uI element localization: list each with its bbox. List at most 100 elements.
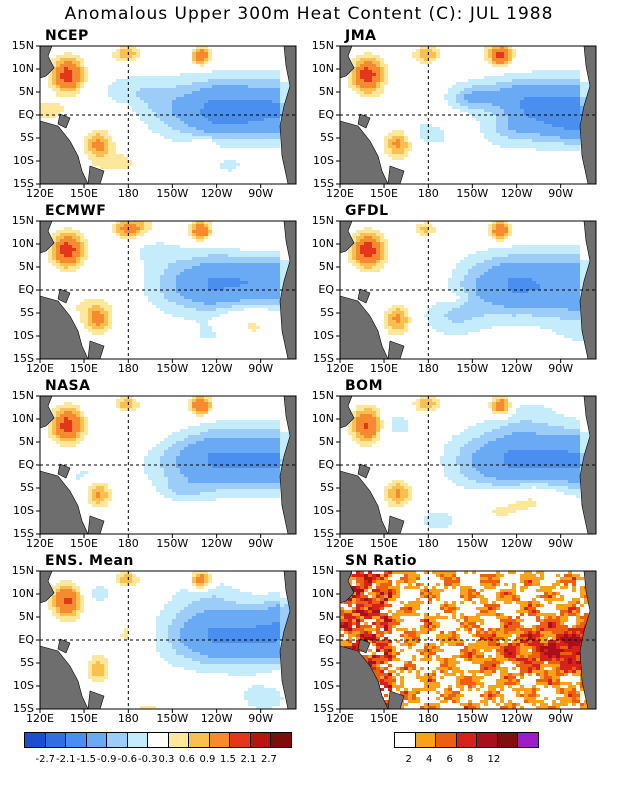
heatmap-cell xyxy=(96,326,100,329)
heatmap-cell xyxy=(232,82,236,85)
heatmap-cell xyxy=(400,154,404,157)
heatmap-cell xyxy=(268,109,272,112)
heatmap-cell xyxy=(216,257,220,260)
heatmap-cell xyxy=(72,55,76,58)
heatmap-cell xyxy=(212,290,216,293)
heatmap-cell xyxy=(468,263,472,266)
x-tick-label: 150W xyxy=(156,187,189,200)
heatmap-cell xyxy=(360,91,364,94)
heatmap-cell xyxy=(200,254,204,257)
heatmap-cell xyxy=(228,293,232,296)
heatmap-cell xyxy=(496,314,500,317)
heatmap-cell xyxy=(176,293,180,296)
heatmap-cell xyxy=(208,263,212,266)
heatmap-cell xyxy=(200,97,204,100)
heatmap-cell xyxy=(144,275,148,278)
heatmap-cell xyxy=(196,239,200,242)
heatmap-cell xyxy=(180,287,184,290)
heatmap-cell xyxy=(548,124,552,127)
heatmap-cell xyxy=(576,257,580,260)
heatmap-cell xyxy=(572,323,576,326)
heatmap-cell xyxy=(96,157,100,160)
heatmap-cell xyxy=(200,233,204,236)
heatmap-cell xyxy=(404,136,408,139)
heatmap-cell xyxy=(544,88,548,91)
heatmap-cell xyxy=(476,109,480,112)
heatmap-cell xyxy=(116,163,120,166)
heatmap-cell xyxy=(540,91,544,94)
heatmap-cell xyxy=(212,314,216,317)
heatmap-cell xyxy=(536,281,540,284)
heatmap-cell xyxy=(400,142,404,145)
heatmap-cell xyxy=(176,79,180,82)
heatmap-cell xyxy=(468,299,472,302)
heatmap-cell xyxy=(204,224,208,227)
heatmap-cell xyxy=(108,160,112,163)
heatmap-cell xyxy=(236,76,240,79)
heatmap-cell xyxy=(276,284,280,287)
heatmap-cell xyxy=(508,133,512,136)
heatmap-cell xyxy=(268,88,272,91)
heatmap-cell xyxy=(252,88,256,91)
heatmap-cell xyxy=(184,91,188,94)
heatmap-cell xyxy=(476,91,480,94)
heatmap-cell xyxy=(540,118,544,121)
heatmap-cell xyxy=(460,299,464,302)
heatmap-cell xyxy=(164,82,168,85)
heatmap-cell xyxy=(236,130,240,133)
heatmap-cell xyxy=(380,85,384,88)
heatmap-cell xyxy=(60,85,64,88)
heatmap-cell xyxy=(120,163,124,166)
heatmap-cell xyxy=(500,233,504,236)
heatmap-cell xyxy=(264,136,268,139)
heatmap-cell xyxy=(440,302,444,305)
heatmap-cell xyxy=(248,106,252,109)
heatmap-cell xyxy=(220,88,224,91)
heatmap-cell xyxy=(156,293,160,296)
heatmap-cell xyxy=(396,329,400,332)
heatmap-cell xyxy=(132,227,136,230)
heatmap-cell xyxy=(500,127,504,130)
heatmap-cell xyxy=(188,224,192,227)
heatmap-cell xyxy=(488,326,492,329)
heatmap-cell xyxy=(280,263,284,266)
heatmap-cell xyxy=(388,151,392,154)
heatmap-cell xyxy=(64,254,68,257)
heatmap-cell xyxy=(116,160,120,163)
heatmap-cell xyxy=(180,266,184,269)
heatmap-cell xyxy=(540,139,544,142)
heatmap-cell xyxy=(424,233,428,236)
heatmap-cell xyxy=(56,58,60,61)
heatmap-cell xyxy=(564,263,568,266)
heatmap-cell xyxy=(560,97,564,100)
heatmap-cell xyxy=(504,224,508,227)
heatmap-cell xyxy=(568,311,572,314)
heatmap-cell xyxy=(208,335,212,338)
heatmap-cell xyxy=(156,79,160,82)
heatmap-cell xyxy=(84,314,88,317)
heatmap-cell xyxy=(192,79,196,82)
heatmap-cell xyxy=(236,248,240,251)
heatmap-cell xyxy=(472,254,476,257)
heatmap-cell xyxy=(560,112,564,115)
heatmap-cell xyxy=(204,52,208,55)
heatmap-cell xyxy=(416,49,420,52)
heatmap-cell xyxy=(432,311,436,314)
heatmap-cell xyxy=(160,263,164,266)
heatmap-cell xyxy=(176,130,180,133)
heatmap-cell xyxy=(536,82,540,85)
heatmap-cell xyxy=(528,145,532,148)
heatmap-cell xyxy=(252,70,256,73)
heatmap-cell xyxy=(460,266,464,269)
heatmap-cell xyxy=(508,46,512,49)
heatmap-cell xyxy=(220,142,224,145)
heatmap-cell xyxy=(224,142,228,145)
heatmap-cell xyxy=(252,76,256,79)
heatmap-cell xyxy=(72,58,76,61)
heatmap-cell xyxy=(212,94,216,97)
heatmap-cell xyxy=(436,302,440,305)
heatmap-cell xyxy=(204,320,208,323)
heatmap-cell xyxy=(556,136,560,139)
heatmap-cell xyxy=(152,263,156,266)
heatmap-cell xyxy=(552,70,556,73)
